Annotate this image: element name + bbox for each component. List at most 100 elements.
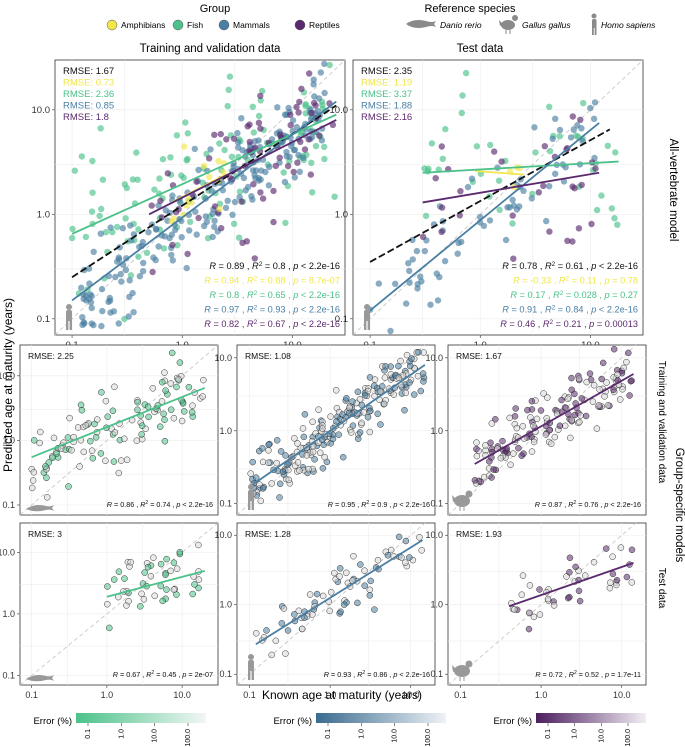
data-point-reptiles <box>564 237 571 244</box>
data-point-fish <box>151 186 158 193</box>
data-point-reptiles <box>561 404 569 411</box>
data-point-reptiles <box>598 375 605 383</box>
data-point-fish <box>150 554 157 561</box>
colorbar-reptile: Error (%) 0.1 1.0 10.0 100.0 <box>493 713 646 747</box>
data-point-mammals <box>119 225 127 232</box>
data-point-mammals <box>299 625 306 633</box>
legend-reference: Reference species Danio rerio Gallus gal… <box>406 3 656 35</box>
data-point-reptiles <box>250 181 257 188</box>
reference-species-icon <box>26 675 54 682</box>
data-point-fish <box>140 596 148 603</box>
data-point-reptiles <box>438 204 446 211</box>
data-point-fish <box>170 414 178 422</box>
data-point-mammals <box>332 387 340 394</box>
data-point-mammals <box>231 198 239 206</box>
data-point-mammals <box>268 651 275 659</box>
data-point-mammals <box>310 76 317 83</box>
data-point-mammals <box>222 204 230 211</box>
rmse-label: RMSE: 2.36 <box>63 89 114 100</box>
y-tick-label: 10.0 <box>425 353 443 363</box>
data-point-mammals <box>408 355 415 362</box>
data-point-mammals <box>300 154 307 162</box>
data-point-mammals <box>562 164 569 171</box>
data-point-mammals <box>130 309 137 316</box>
legend-item-mammals: Mammals <box>218 19 270 31</box>
data-point-mammals <box>195 166 202 174</box>
stats-label: R = 0.17 , R2 = 0.028 , p = 0.27 <box>510 290 638 301</box>
panel-reptile-train: RMSE: 1.67 R = 0.87 , R2 = 0.76 , p < 2.2… <box>425 344 647 516</box>
data-point-reptiles <box>610 345 618 353</box>
data-point-mammals <box>238 115 245 122</box>
data-point-fish <box>159 156 167 163</box>
data-point-mammals <box>224 197 231 204</box>
data-point-fish <box>76 463 83 470</box>
legend-swatch <box>172 19 184 31</box>
data-point-mammals <box>242 187 249 194</box>
data-point-mammals <box>356 429 364 436</box>
data-point-mammals <box>300 433 308 441</box>
data-point-mammals <box>316 449 324 457</box>
data-point-reptiles <box>217 130 224 138</box>
data-point-mammals <box>107 224 114 231</box>
data-point-reptiles <box>519 572 527 579</box>
rmse-label: RMSE: 2.16 <box>361 112 412 123</box>
data-point-fish <box>428 140 436 147</box>
data-point-mammals <box>125 313 132 320</box>
data-point-mammals <box>296 168 303 175</box>
data-point-reptiles <box>296 98 303 106</box>
data-point-mammals <box>335 431 342 438</box>
rmse-label: RMSE: 1.19 <box>361 78 412 89</box>
data-point-fish <box>189 402 196 409</box>
data-point-mammals <box>87 299 95 306</box>
y-tick-label: 10.0 <box>0 547 15 557</box>
data-point-fish <box>50 434 58 442</box>
data-point-mammals <box>249 458 256 466</box>
data-point-mammals <box>374 410 381 418</box>
data-point-mammals <box>354 435 362 442</box>
data-point-fish <box>180 408 188 415</box>
colorbar-tick-label: 100.0 <box>425 729 432 747</box>
data-point-fish <box>88 208 96 215</box>
data-point-mammals <box>358 419 365 427</box>
data-point-mammals <box>367 407 374 415</box>
reference-species-icon <box>66 304 72 330</box>
data-point-mammals <box>347 429 355 436</box>
data-point-reptiles <box>295 109 302 116</box>
data-point-reptiles <box>606 584 614 592</box>
data-point-mammals <box>354 599 361 607</box>
data-point-reptiles <box>576 418 583 426</box>
data-point-reptiles <box>310 99 318 107</box>
data-point-mammals <box>99 307 106 315</box>
data-point-mammals <box>339 411 346 418</box>
data-point-mammals <box>417 387 425 395</box>
data-point-reptiles <box>571 411 579 419</box>
data-point-reptiles <box>558 396 565 404</box>
data-point-fish <box>161 369 168 376</box>
data-point-fish <box>191 581 198 588</box>
data-point-mammals <box>266 163 273 170</box>
data-point-reptiles <box>297 138 304 145</box>
y-tick-label: 0.1 <box>2 670 15 680</box>
data-point-fish <box>115 568 123 575</box>
data-point-fish <box>98 205 105 213</box>
data-point-fish <box>189 590 196 598</box>
data-point-mammals <box>169 257 176 264</box>
data-point-reptiles <box>623 358 630 366</box>
data-point-reptiles <box>239 239 246 246</box>
data-point-fish <box>156 175 163 182</box>
data-point-fish <box>611 215 618 222</box>
data-point-mammals <box>309 448 317 456</box>
data-point-mammals <box>252 630 260 637</box>
data-point-reptiles <box>568 416 576 424</box>
data-point-mammals <box>392 280 399 287</box>
data-point-mammals <box>552 115 559 123</box>
row-label-gs-test: Test data <box>656 568 667 609</box>
data-point-reptiles <box>438 228 445 235</box>
data-point-reptiles <box>609 553 616 560</box>
data-point-fish <box>36 439 43 447</box>
data-point-reptiles <box>578 181 585 189</box>
stats-label: R = -0.33 , R2 = 0.11 , p = 0.78 <box>513 275 638 286</box>
data-point-mammals <box>549 135 556 142</box>
data-point-mammals <box>361 582 368 589</box>
data-point-fish <box>226 73 234 80</box>
